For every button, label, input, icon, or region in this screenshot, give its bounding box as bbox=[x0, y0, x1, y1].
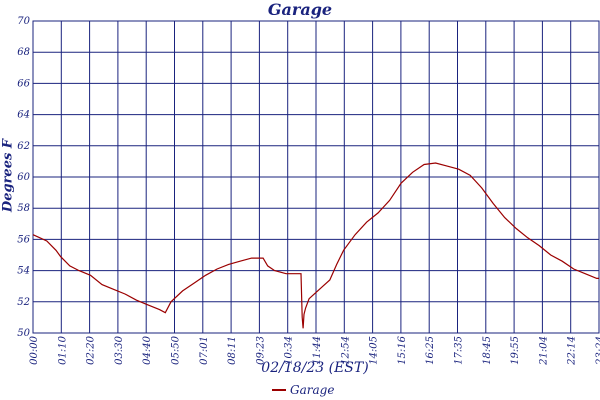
grid-lines bbox=[32, 20, 600, 334]
y-tick-label: 50 bbox=[17, 328, 30, 339]
y-axis-label: Degrees F bbox=[0, 138, 16, 213]
x-tick-label: 09:23 bbox=[255, 336, 266, 365]
y-tick-label: 64 bbox=[17, 110, 30, 121]
x-tick-label: 22:14 bbox=[567, 336, 578, 366]
x-tick-label: 11:44 bbox=[312, 336, 323, 365]
x-tick-label: 23:24 bbox=[595, 336, 600, 366]
x-tick-label: 01:10 bbox=[57, 335, 68, 364]
legend: Garage bbox=[272, 383, 334, 397]
x-axis-label: 02/18/23 (EST) bbox=[261, 360, 369, 376]
x-tick-label: 21:04 bbox=[538, 336, 549, 366]
y-tick-label: 66 bbox=[17, 78, 30, 89]
y-tick-labels: 50 52 54 56 58 60 62 64 66 68 70 bbox=[17, 16, 30, 339]
legend-swatch-garage bbox=[272, 389, 286, 391]
x-tick-label: 07:01 bbox=[199, 336, 210, 365]
x-tick-label: 18:45 bbox=[482, 336, 493, 365]
x-tick-label: 12:54 bbox=[340, 336, 351, 365]
y-tick-label: 60 bbox=[17, 172, 30, 183]
x-tick-label: 19:55 bbox=[510, 336, 521, 365]
x-tick-label: 04:40 bbox=[142, 335, 153, 364]
x-tick-label: 15:16 bbox=[397, 335, 408, 364]
y-tick-label: 68 bbox=[17, 47, 30, 58]
y-tick-label: 56 bbox=[17, 234, 30, 245]
legend-label-garage: Garage bbox=[290, 383, 335, 397]
x-tick-labels: 00:00 01:10 02:20 03:30 04:40 05:50 07:01 08:11… bbox=[29, 335, 600, 365]
x-tick-label: 08:11 bbox=[227, 336, 238, 365]
y-tick-label: 70 bbox=[17, 16, 30, 27]
x-tick-label: 16:25 bbox=[425, 336, 436, 365]
x-tick-label: 02:20 bbox=[86, 335, 97, 364]
y-tick-label: 62 bbox=[17, 141, 30, 152]
y-tick-label: 54 bbox=[17, 266, 30, 277]
y-tick-label: 58 bbox=[17, 203, 30, 214]
x-tick-label: 10:34 bbox=[284, 336, 295, 365]
chart-title: Garage bbox=[267, 0, 333, 19]
x-tick-label: 03:30 bbox=[114, 335, 125, 364]
x-tick-label: 17:35 bbox=[454, 336, 465, 365]
x-tick-label: 00:00 bbox=[29, 335, 40, 364]
y-tick-label: 52 bbox=[17, 297, 30, 308]
series-line-garage bbox=[32, 162, 599, 329]
x-tick-label: 14:05 bbox=[369, 336, 380, 365]
x-tick-label: 05:50 bbox=[171, 335, 182, 364]
